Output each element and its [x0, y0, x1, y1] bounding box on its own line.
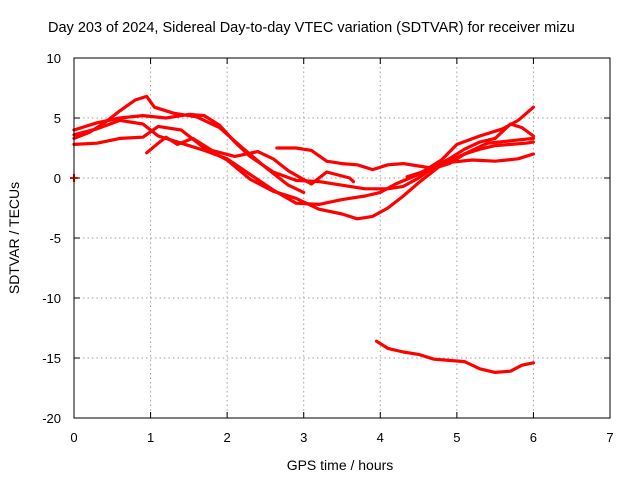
x-tick-label: 7	[606, 430, 613, 445]
series-arc-8	[374, 339, 536, 374]
series-group	[70, 94, 536, 374]
plot-frame	[73, 57, 611, 419]
series-arc-3	[72, 105, 536, 206]
series-arc-7	[405, 122, 536, 179]
x-tick-label: 1	[147, 430, 154, 445]
x-tick-label: 4	[377, 430, 384, 445]
x-axis-label: GPS time / hours	[287, 457, 394, 473]
y-tick-label: -10	[42, 291, 61, 306]
y-tick-label: -20	[42, 411, 61, 426]
series-arc-5	[145, 135, 356, 186]
y-axis-label: SDTVAR / TECUs	[6, 182, 22, 294]
y-tick-label: 10	[47, 51, 61, 66]
x-tick-label: 3	[300, 430, 307, 445]
y-tick-label: -15	[42, 351, 61, 366]
y-tick-label: -5	[49, 231, 61, 246]
x-tick-labels: 0 1 2 3 4 5 6 7	[70, 430, 613, 445]
grid-lines	[74, 58, 610, 418]
chart-title: Day 203 of 2024, Sidereal Day-to-day VTE…	[48, 20, 575, 36]
x-tick-label: 5	[453, 430, 460, 445]
x-tick-label: 2	[224, 430, 231, 445]
x-tick-label: 6	[530, 430, 537, 445]
series-arc-6	[275, 140, 536, 172]
x-tick-label: 0	[70, 430, 77, 445]
series-arc-4	[72, 124, 536, 221]
y-tick-label: 5	[54, 111, 61, 126]
y-tick-labels: -20 -15 -10 -5 0 5 10	[42, 51, 61, 426]
y-tick-label: 0	[54, 171, 61, 186]
